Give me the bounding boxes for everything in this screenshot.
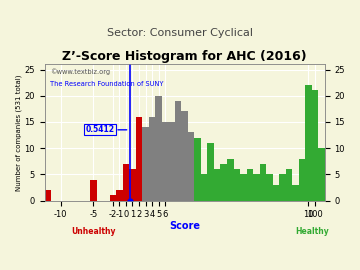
Y-axis label: Number of companies (531 total): Number of companies (531 total)	[15, 74, 22, 191]
Title: Z’-Score Histogram for AHC (2016): Z’-Score Histogram for AHC (2016)	[62, 50, 307, 63]
Text: Healthy: Healthy	[295, 227, 329, 236]
Text: Sector: Consumer Cyclical: Sector: Consumer Cyclical	[107, 28, 253, 38]
Bar	[318, 148, 325, 201]
Bar	[305, 85, 312, 201]
Bar	[234, 169, 240, 201]
Bar	[286, 169, 292, 201]
Bar	[45, 190, 51, 201]
Bar	[123, 164, 129, 201]
Bar	[214, 169, 220, 201]
Bar	[181, 112, 188, 201]
Bar	[162, 122, 168, 201]
Bar	[207, 143, 214, 201]
Text: Unhealthy: Unhealthy	[71, 227, 116, 236]
Bar	[260, 164, 266, 201]
Bar	[227, 159, 234, 201]
Bar	[142, 127, 149, 201]
Bar	[240, 174, 247, 201]
Text: The Research Foundation of SUNY: The Research Foundation of SUNY	[50, 81, 163, 87]
Bar	[247, 169, 253, 201]
Text: ©www.textbiz.org: ©www.textbiz.org	[50, 68, 110, 75]
Bar	[220, 164, 227, 201]
Text: 0.5412: 0.5412	[86, 125, 114, 134]
Bar	[110, 195, 116, 201]
Bar	[292, 185, 299, 201]
Bar	[155, 96, 162, 201]
Bar	[149, 117, 155, 201]
Bar	[273, 185, 279, 201]
Bar	[188, 133, 194, 201]
Bar	[129, 169, 136, 201]
Bar	[266, 174, 273, 201]
Bar	[90, 180, 96, 201]
Bar	[201, 174, 207, 201]
Bar	[168, 122, 175, 201]
Bar	[253, 174, 260, 201]
Bar	[312, 90, 318, 201]
Bar	[116, 190, 123, 201]
Bar	[279, 174, 286, 201]
Bar	[194, 138, 201, 201]
Bar	[175, 101, 181, 201]
Bar	[136, 117, 142, 201]
Bar	[299, 159, 305, 201]
X-axis label: Score: Score	[169, 221, 200, 231]
